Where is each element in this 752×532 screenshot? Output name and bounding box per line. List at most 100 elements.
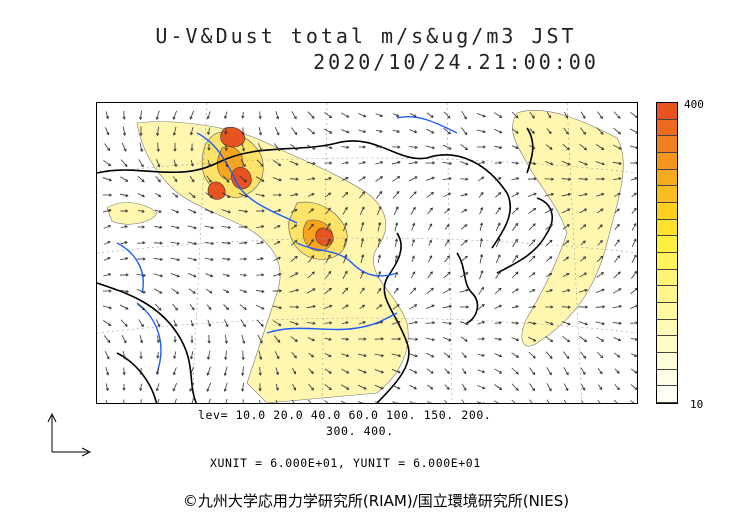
wind-vector bbox=[511, 383, 519, 391]
wind-vector-head bbox=[157, 164, 161, 168]
wind-vector bbox=[528, 321, 536, 325]
wind-vector bbox=[545, 240, 553, 246]
wind-vector bbox=[238, 209, 248, 213]
wind-vector bbox=[342, 192, 348, 198]
wind-vector-head bbox=[498, 287, 502, 291]
wind-vector-head bbox=[243, 257, 248, 261]
wind-vector-head bbox=[412, 271, 416, 275]
wind-vector-head bbox=[361, 304, 366, 308]
wind-vector bbox=[324, 368, 332, 374]
wind-vector bbox=[308, 352, 314, 358]
wind-vector-head bbox=[633, 238, 637, 242]
wind-vector-head bbox=[599, 115, 603, 120]
wind-vector bbox=[409, 368, 417, 374]
wind-vector bbox=[511, 145, 519, 149]
wind-vector-head bbox=[565, 115, 569, 119]
wind-vector-head bbox=[276, 116, 280, 120]
wind-vector-head bbox=[261, 225, 265, 229]
wind-vector-head bbox=[600, 403, 602, 404]
colorbar-segment bbox=[657, 219, 677, 237]
wind-vector-head bbox=[566, 355, 570, 360]
wind-vector-head bbox=[260, 241, 264, 245]
wind-vector-head bbox=[567, 322, 571, 326]
wind-vector-head bbox=[295, 193, 299, 197]
wind-vector bbox=[511, 399, 516, 403]
wind-vector-head bbox=[634, 354, 637, 357]
wind-vector-head bbox=[156, 132, 160, 137]
wind-vector bbox=[511, 305, 519, 309]
wind-vector-head bbox=[394, 238, 398, 242]
wind-vector-head bbox=[634, 337, 637, 341]
wind-vector-head bbox=[582, 387, 586, 391]
wind-vector bbox=[256, 274, 264, 276]
wind-vector bbox=[323, 145, 333, 149]
wind-vector bbox=[240, 319, 246, 327]
wind-vector bbox=[123, 367, 125, 375]
wind-vector-head bbox=[122, 387, 126, 391]
wind-vector-head bbox=[618, 146, 622, 150]
wind-vector-head bbox=[189, 388, 193, 392]
wind-vector-head bbox=[379, 176, 384, 180]
wind-vector-head bbox=[125, 273, 129, 277]
wind-vector bbox=[392, 191, 400, 199]
wind-vector bbox=[223, 319, 229, 327]
wind-vector-head bbox=[532, 305, 537, 309]
wind-vector-head bbox=[345, 337, 350, 341]
wind-vector bbox=[443, 127, 451, 135]
wind-vector-head bbox=[532, 223, 536, 227]
wind-vector-head bbox=[394, 254, 398, 259]
wind-vector-head bbox=[107, 240, 111, 244]
wind-vector bbox=[546, 128, 552, 134]
wind-vector-head bbox=[414, 370, 418, 374]
wind-vector bbox=[137, 210, 145, 212]
wind-vector-head bbox=[548, 372, 552, 376]
wind-vector-head bbox=[193, 258, 198, 262]
wind-vector-head bbox=[464, 147, 469, 151]
wind-vector-head bbox=[395, 287, 399, 291]
wind-vector-head bbox=[173, 339, 177, 343]
wind-vector bbox=[377, 271, 381, 279]
wind-vector-head bbox=[156, 148, 160, 153]
wind-vector-head bbox=[396, 113, 400, 117]
wind-vector-head bbox=[277, 224, 281, 228]
wind-vector-head bbox=[395, 222, 399, 226]
wind-vector-head bbox=[430, 192, 434, 195]
wind-vector bbox=[187, 272, 197, 278]
wind-vector-head bbox=[480, 206, 484, 211]
wind-vector bbox=[224, 334, 228, 344]
wind-vector bbox=[341, 338, 349, 340]
wind-vector bbox=[596, 127, 604, 135]
wind-vector bbox=[563, 367, 569, 375]
wind-vector bbox=[102, 209, 112, 213]
wind-vector bbox=[377, 238, 381, 248]
wind-vector bbox=[528, 306, 536, 308]
wind-vector bbox=[511, 367, 519, 375]
wind-vector-head bbox=[172, 116, 176, 120]
wind-vector bbox=[562, 289, 570, 293]
wind-vector bbox=[360, 271, 364, 279]
wind-vector-head bbox=[328, 177, 332, 181]
wind-vector-head bbox=[294, 224, 298, 228]
wind-vector bbox=[306, 144, 316, 150]
wind-vector-head bbox=[447, 192, 452, 196]
wind-vector-head bbox=[175, 194, 179, 198]
wind-vector-head bbox=[108, 323, 112, 326]
colorbar-segment bbox=[657, 119, 677, 137]
unit-scale-text: XUNIT = 6.000E+01, YUNIT = 6.000E+01 bbox=[210, 456, 481, 470]
wind-vector-head bbox=[446, 386, 450, 390]
wind-vector-head bbox=[210, 241, 215, 246]
wind-vector bbox=[630, 322, 637, 324]
wind-vector-head bbox=[173, 163, 178, 168]
wind-vector bbox=[528, 208, 536, 214]
wind-vector bbox=[140, 383, 142, 391]
wind-vector-head bbox=[465, 322, 469, 326]
wind-vector-head bbox=[363, 353, 367, 358]
wind-vector-head bbox=[361, 254, 365, 258]
wind-vector bbox=[476, 129, 486, 133]
wind-vector-head bbox=[465, 288, 470, 292]
wind-vector-head bbox=[634, 176, 637, 181]
wind-vector-head bbox=[633, 207, 637, 211]
wind-vector-head bbox=[463, 371, 467, 375]
wind-vector bbox=[359, 206, 365, 216]
wind-vector bbox=[256, 241, 264, 245]
